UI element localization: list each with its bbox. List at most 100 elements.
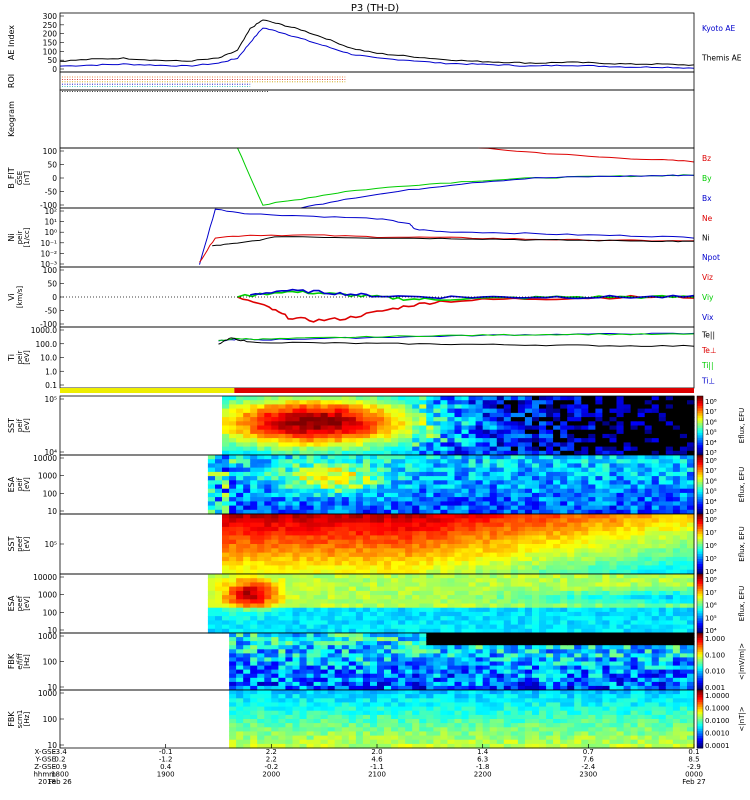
sst_e-cell xyxy=(299,552,308,558)
esa_i-cell xyxy=(327,484,336,490)
esa_i-cell xyxy=(539,501,547,507)
esa_i-cell xyxy=(355,480,364,486)
sst_e-cell xyxy=(651,539,660,545)
esa_i-cell xyxy=(532,476,540,481)
fbk_e-cell xyxy=(362,677,371,683)
sst_i-cell xyxy=(454,417,463,422)
sst_i-cell xyxy=(461,425,470,431)
sst_e-cell xyxy=(236,518,244,524)
esa_e-cell xyxy=(658,590,667,596)
sst_i-cell xyxy=(616,425,625,431)
sst_i-cell xyxy=(299,429,308,435)
esa_i-cell xyxy=(384,467,392,473)
esa_i-cell xyxy=(539,497,547,502)
sst_i-cell xyxy=(644,450,653,456)
fbk_e-cell xyxy=(574,645,582,650)
fbk_e-cell xyxy=(426,685,434,691)
sst_e-cell xyxy=(546,535,554,541)
esa_e-cell xyxy=(510,616,519,621)
fbk_e-cell xyxy=(285,669,293,675)
sst_i-colorbar-step xyxy=(697,396,703,399)
sst_i-cell xyxy=(468,400,477,405)
sst_i-cell xyxy=(236,417,244,422)
esa_i-cell xyxy=(644,480,653,486)
esa_i-cell xyxy=(215,463,223,469)
sst_i-cell xyxy=(419,396,427,401)
esa_e-cell xyxy=(334,595,343,600)
sst_e-cell xyxy=(539,569,547,575)
esa_i-cell xyxy=(355,497,364,502)
sst_i-cell xyxy=(574,404,582,410)
fbk_e-cell xyxy=(489,633,498,638)
esa_i-cell xyxy=(419,501,427,507)
fbk_e-cell xyxy=(398,645,406,650)
sst_i-cell xyxy=(236,412,244,418)
esa_e-cell xyxy=(370,611,378,617)
fbk_e-cell xyxy=(623,645,632,650)
esa_e-cell xyxy=(433,574,441,579)
sst_e-cell xyxy=(665,569,674,575)
esa_i-cell xyxy=(384,501,392,507)
sst_e-cell xyxy=(658,531,667,536)
fbk_e-cell xyxy=(475,649,484,654)
sst_e-cell xyxy=(532,565,540,571)
fbk_e-cell xyxy=(602,677,610,683)
fbk_e-cell xyxy=(257,685,265,691)
sst_e-cell xyxy=(257,535,265,541)
sst_e-cell xyxy=(391,522,399,528)
sst_e-cell xyxy=(299,535,308,541)
esa_e-cell xyxy=(384,616,392,621)
esa_e-cell xyxy=(215,620,223,626)
sst_i-cell xyxy=(370,433,378,439)
sst_i-cell xyxy=(623,396,632,401)
esa_i-cell xyxy=(412,480,420,486)
sst_i-cell xyxy=(320,429,329,435)
fbk_e-cell xyxy=(489,657,498,663)
sst_e-cell xyxy=(637,518,646,524)
sst_i-cell xyxy=(672,404,681,410)
esa_e-cell xyxy=(222,628,230,634)
esa_e-cell xyxy=(588,603,596,609)
esa_e-cell xyxy=(588,624,596,630)
esa_e-cell xyxy=(243,603,251,609)
esa_e-cell xyxy=(546,620,554,626)
sst_e-cell xyxy=(391,544,399,549)
esa_e-cell xyxy=(426,607,434,613)
sst_e-cell xyxy=(496,514,505,519)
fbk_e-cell xyxy=(630,637,639,642)
sst_e-cell xyxy=(327,531,336,536)
sst_i-colorbar-step xyxy=(697,410,703,414)
sst_i-cell xyxy=(341,400,350,405)
esa_e-cell xyxy=(271,624,279,630)
sst_i-cell xyxy=(250,396,258,401)
sst_i-cell xyxy=(278,408,286,414)
sst_i-cell xyxy=(461,412,470,418)
esa_e-cell xyxy=(482,628,491,634)
sst_e-cell xyxy=(243,552,251,558)
sst_e-cell xyxy=(264,569,272,575)
sst_i-cell xyxy=(489,433,498,439)
sst_e-cell xyxy=(475,539,484,545)
esa_i-cell xyxy=(637,480,646,486)
esa_i-cell xyxy=(532,509,540,515)
sst_e-cell xyxy=(468,548,477,554)
temperature-legend-entry: Te⊥ xyxy=(701,346,716,355)
esa_e-cell xyxy=(665,603,674,609)
esa_e-cell xyxy=(370,586,378,592)
esa_e-cell xyxy=(278,582,286,588)
fbk_e-cell xyxy=(278,673,286,679)
esa_i-cell xyxy=(574,463,582,469)
esa_e-cell xyxy=(560,603,568,609)
fbk_e-cell xyxy=(489,681,498,687)
esa_e-cell xyxy=(687,628,695,634)
esa_i-cell xyxy=(257,484,265,490)
esa_e-cell xyxy=(412,624,420,630)
esa_i-cell xyxy=(560,480,568,486)
sst_i-cell xyxy=(679,438,688,443)
esa_i-cell xyxy=(454,471,463,477)
sst_e-cell xyxy=(419,531,427,536)
sst_i-cell xyxy=(475,400,484,405)
sst_i-cell xyxy=(630,442,639,448)
esa_i-cell xyxy=(616,471,625,477)
esa_i-cell xyxy=(461,467,470,473)
